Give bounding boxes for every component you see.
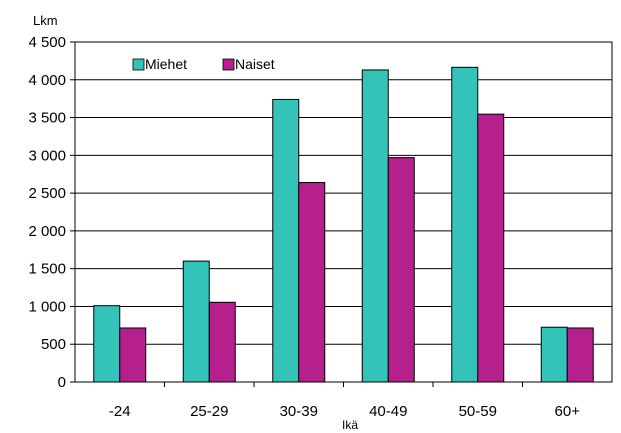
x-axis-label: Ikä [342,418,358,432]
bar-naiset-30-39 [298,182,326,383]
y-axis-label: Lkm [33,13,58,28]
bar-miehet-50-59 [451,66,479,383]
y-tick-label: 3 500 [28,110,66,127]
legend-label-miehet: Miehet [145,56,187,72]
gridlines [75,79,612,345]
bar-miehet-40-49 [361,69,389,383]
bar-naiset-40-49 [387,157,415,383]
x-tick-label: -24 [109,403,131,420]
legend-label-naiset: Naiset [235,56,275,72]
bar-miehet-25-29 [182,260,210,383]
x-tick-label: 25-29 [190,403,228,420]
bar-miehet-60+ [540,326,568,383]
bar-miehet-30-39 [272,98,300,383]
legend: Miehet Naiset [132,56,275,72]
x-tick-labels: -24 25-29 30-39 40-49 50-59 60+ [109,382,580,420]
bar-naiset-50-59 [477,113,505,383]
y-tick-label: 3 000 [28,147,66,164]
y-tick-label: 1 500 [28,261,66,278]
bar-miehet--24 [93,305,121,383]
bar-naiset-25-29 [208,301,236,383]
y-tick-label: 2 500 [28,185,66,202]
x-tick-label: 30-39 [280,403,318,420]
y-tick-label: 500 [41,336,66,353]
y-tick-label: 0 [58,374,66,391]
x-tick-label: 60+ [555,403,581,420]
y-tick-label: 4 500 [28,34,66,51]
plot-area-frame [74,41,613,383]
x-tick-label: 50-59 [459,403,497,420]
y-tick-label: 2 000 [28,223,66,240]
bar-naiset-60+ [566,327,594,383]
legend-swatch-naiset [222,58,235,71]
legend-swatch-miehet [132,58,145,71]
bar-naiset--24 [119,327,147,383]
bars [93,66,594,383]
y-tick-labels: 0 500 1 000 1 500 2 000 2 500 3 000 3 500 4 000 4… [28,34,75,391]
y-tick-label: 4 000 [28,72,66,89]
y-tick-label: 1 000 [28,298,66,315]
x-tick-label: 40-49 [369,403,407,420]
